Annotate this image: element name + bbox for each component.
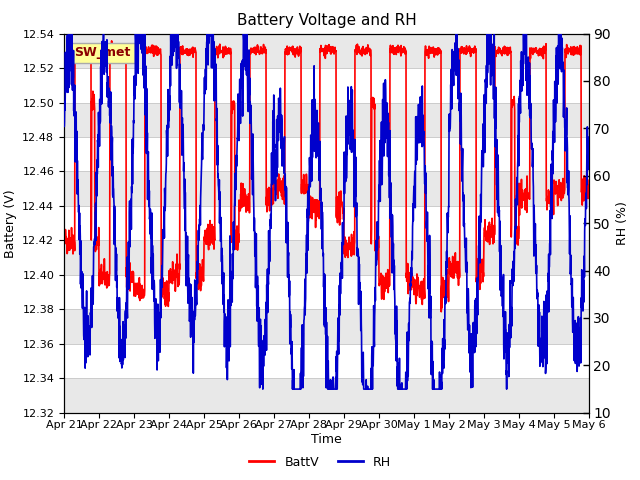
Bar (64, 206, 589, 240)
Title: Battery Voltage and RH: Battery Voltage and RH (237, 13, 416, 28)
Y-axis label: Battery (V): Battery (V) (4, 189, 17, 257)
Bar (64, 275, 589, 310)
Legend: BattV, RH: BattV, RH (244, 451, 396, 474)
Bar (64, 68, 589, 103)
Text: SW_met: SW_met (74, 47, 131, 60)
X-axis label: Time: Time (311, 433, 342, 446)
Bar (64, 137, 589, 171)
Bar (64, 344, 589, 378)
Y-axis label: RH (%): RH (%) (616, 201, 629, 245)
